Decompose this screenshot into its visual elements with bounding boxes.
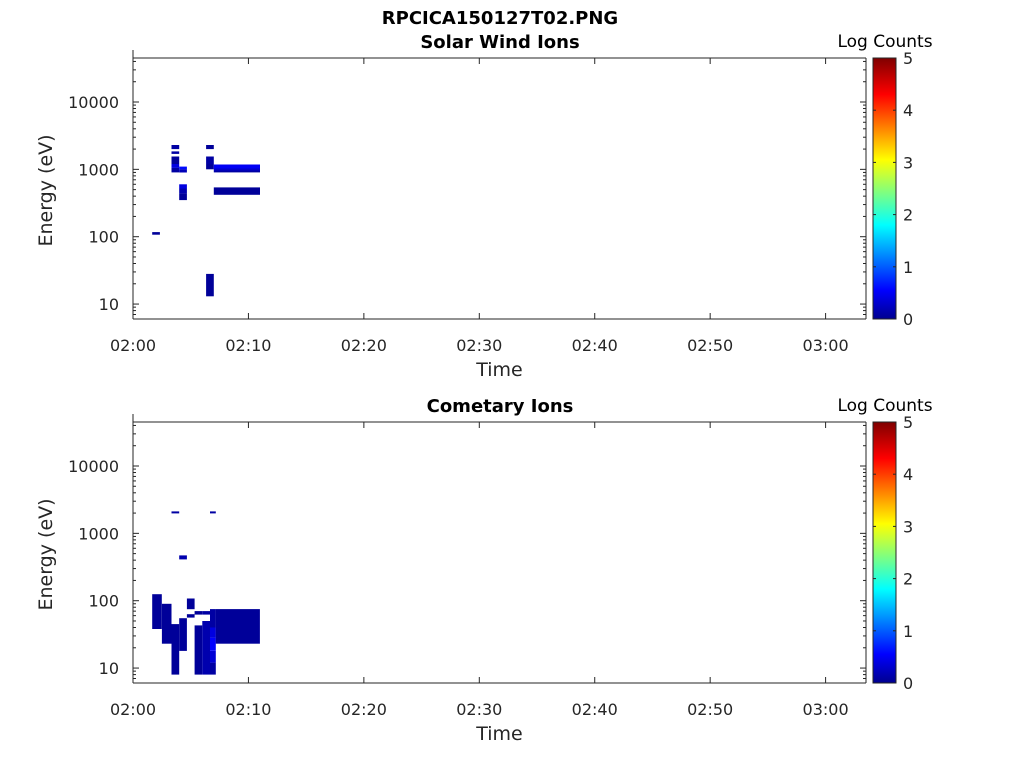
data-cell bbox=[186, 598, 195, 610]
data-cell bbox=[171, 145, 180, 150]
y-tick-label: 100 bbox=[88, 592, 119, 611]
x-tick-label: 02:40 bbox=[572, 700, 618, 719]
colorbar-tick-label: 4 bbox=[903, 101, 913, 120]
colorbar: Log Counts 0 1 2 3 4 5 bbox=[837, 32, 932, 329]
y-tick-label: 10 bbox=[99, 659, 119, 678]
colorbar-tick-label: 2 bbox=[903, 570, 913, 589]
data-cell bbox=[206, 145, 214, 150]
x-tick-label: 02:00 bbox=[110, 336, 156, 355]
data-cell bbox=[213, 168, 260, 171]
figure-title: RPCICA150127T02.PNG bbox=[382, 8, 618, 29]
data-cell bbox=[179, 555, 187, 560]
data-cell bbox=[171, 151, 180, 154]
data-cell bbox=[213, 170, 260, 173]
data-cell bbox=[213, 164, 260, 169]
x-tick-label: 02:10 bbox=[225, 336, 271, 355]
x-tick-label: 02:30 bbox=[456, 336, 502, 355]
colorbar-tick-label: 1 bbox=[903, 622, 913, 641]
x-tick-label: 03:00 bbox=[803, 336, 849, 355]
data-cell bbox=[152, 232, 160, 235]
x-tick-label: 02:50 bbox=[687, 700, 733, 719]
x-tick-label: 02:00 bbox=[110, 700, 156, 719]
colorbar-tick-label: 3 bbox=[903, 517, 913, 536]
x-tick-label: 02:30 bbox=[456, 700, 502, 719]
data-cell bbox=[152, 594, 162, 629]
data-cell bbox=[171, 624, 180, 675]
data-cell bbox=[213, 187, 260, 195]
y-tick-label: 1000 bbox=[78, 160, 119, 179]
data-cell bbox=[161, 603, 172, 644]
data-cell bbox=[202, 611, 210, 615]
colorbar-tick-label: 2 bbox=[903, 206, 913, 225]
y-axis-label: Energy (eV) bbox=[35, 134, 57, 246]
colorbar-tick-label: 0 bbox=[903, 310, 913, 329]
colorbar-tick-label: 5 bbox=[903, 413, 913, 432]
data-cell bbox=[206, 164, 214, 170]
data-cell bbox=[179, 193, 187, 201]
colorbar-gradient bbox=[872, 421, 897, 684]
panel-1: Solar Wind Ions 02:00 02:10 02:20 02:30 02:40… bbox=[35, 32, 933, 381]
data-cell bbox=[171, 511, 180, 514]
x-axis-label: Time bbox=[475, 723, 523, 745]
x-tick-label: 02:20 bbox=[341, 336, 387, 355]
data-cell bbox=[194, 611, 203, 615]
data-cells bbox=[152, 145, 260, 297]
colorbar-gradient bbox=[872, 57, 897, 320]
x-tick-label: 03:00 bbox=[803, 700, 849, 719]
data-cell bbox=[171, 167, 180, 173]
data-cell bbox=[206, 156, 214, 164]
colorbar-tick-label: 0 bbox=[903, 674, 913, 693]
data-cell bbox=[210, 511, 216, 514]
x-tick-label: 02:10 bbox=[225, 700, 271, 719]
y-tick-label: 10 bbox=[99, 295, 119, 314]
colorbar-tick-label: 5 bbox=[903, 49, 913, 68]
data-cell bbox=[171, 156, 180, 164]
colorbar-tick-label: 1 bbox=[903, 258, 913, 277]
data-cell bbox=[210, 662, 216, 675]
data-cell bbox=[171, 164, 180, 168]
colorbar-tick-label: 3 bbox=[903, 153, 913, 172]
data-cell bbox=[206, 273, 214, 297]
data-cell bbox=[202, 621, 210, 675]
colorbar-label: Log Counts bbox=[837, 396, 932, 416]
y-tick-label: 1000 bbox=[78, 524, 119, 543]
colorbar-label: Log Counts bbox=[837, 32, 932, 52]
data-cell bbox=[215, 609, 260, 644]
colorbar: Log Counts 0 1 2 3 4 5 bbox=[837, 396, 932, 693]
data-cell bbox=[179, 188, 187, 194]
data-cell bbox=[210, 637, 216, 651]
panel-title: Cometary Ions bbox=[427, 396, 574, 417]
data-cell bbox=[210, 609, 216, 628]
y-tick-label: 10000 bbox=[68, 93, 119, 112]
y-tick-label: 10000 bbox=[68, 457, 119, 476]
panel-title: Solar Wind Ions bbox=[420, 32, 579, 53]
data-cell bbox=[194, 625, 203, 675]
y-tick-label: 100 bbox=[88, 228, 119, 247]
x-axis-label: Time bbox=[475, 359, 523, 381]
colorbar-tick-label: 4 bbox=[903, 465, 913, 484]
data-cell bbox=[210, 650, 216, 663]
y-axis-label: Energy (eV) bbox=[35, 498, 57, 610]
data-cells bbox=[152, 511, 260, 675]
data-cell bbox=[179, 618, 187, 651]
data-cell bbox=[210, 627, 216, 638]
x-tick-label: 02:20 bbox=[341, 700, 387, 719]
data-cell bbox=[179, 166, 187, 170]
x-tick-label: 02:40 bbox=[572, 336, 618, 355]
data-cell bbox=[179, 169, 187, 173]
data-cell bbox=[186, 614, 195, 618]
x-tick-label: 02:50 bbox=[687, 336, 733, 355]
data-cell bbox=[179, 184, 187, 189]
axes-box bbox=[132, 50, 867, 320]
